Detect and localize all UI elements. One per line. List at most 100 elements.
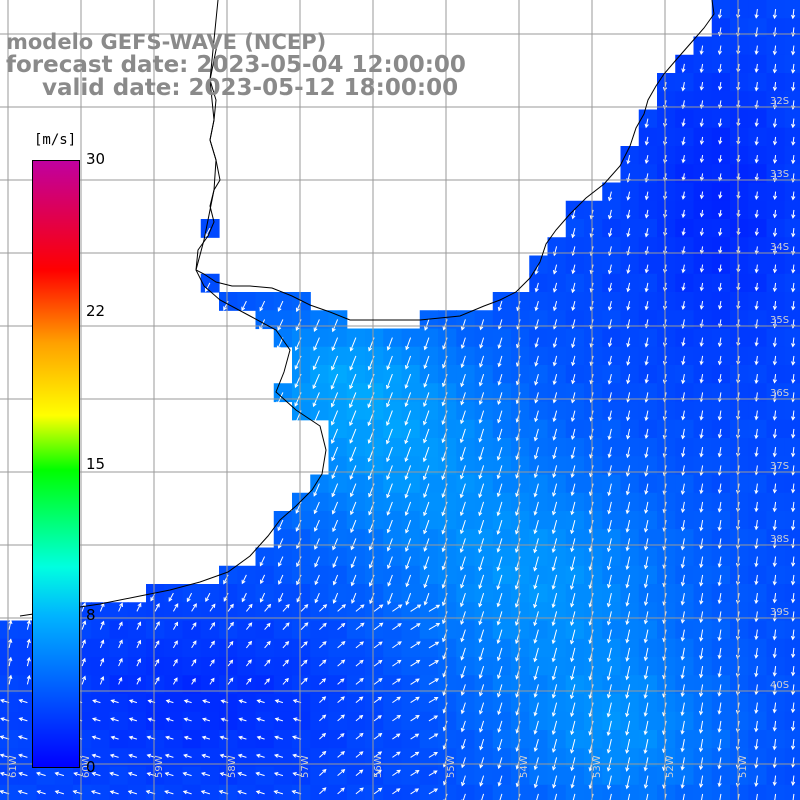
wind-arrow xyxy=(680,593,685,606)
wind-arrow xyxy=(392,714,402,722)
wind-arrow xyxy=(790,574,796,586)
wind-arrow xyxy=(681,118,686,127)
wind-arrow xyxy=(717,374,723,384)
wind-arrow xyxy=(754,155,759,164)
wind-arrow xyxy=(154,676,160,685)
wind-arrow xyxy=(699,593,704,605)
wind-arrow xyxy=(423,428,430,444)
wind-arrow xyxy=(332,556,339,568)
wind-arrow xyxy=(754,520,759,531)
wind-arrow xyxy=(109,790,119,795)
wind-arrow xyxy=(754,775,759,788)
wind-cell xyxy=(127,620,147,640)
wind-arrow xyxy=(644,264,649,274)
wind-arrow xyxy=(478,373,485,387)
wind-arrow xyxy=(552,282,558,293)
wind-arrow xyxy=(373,787,383,795)
wind-arrow xyxy=(165,699,174,704)
wind-arrow xyxy=(479,319,485,331)
wind-cell xyxy=(784,529,800,549)
wind-arrow xyxy=(331,501,339,515)
wind-arrow xyxy=(479,757,485,769)
wind-arrow xyxy=(717,520,722,532)
wind-arrow xyxy=(442,702,448,714)
wind-arrow xyxy=(274,699,284,704)
wind-arrow xyxy=(699,629,704,642)
wind-arrow xyxy=(791,45,796,56)
wind-arrow xyxy=(606,556,612,571)
wind-cell xyxy=(237,766,257,786)
wind-arrow xyxy=(99,676,105,685)
wind-arrow xyxy=(717,684,722,697)
wind-cell xyxy=(784,0,800,19)
wind-arrow xyxy=(772,264,778,274)
wind-arrow xyxy=(570,519,576,535)
wind-arrow xyxy=(331,337,339,352)
wind-arrow xyxy=(460,702,466,715)
wind-cell xyxy=(73,784,92,800)
wind-arrow xyxy=(699,520,704,532)
wind-cell xyxy=(219,620,238,640)
wind-cell xyxy=(784,547,800,567)
wind-arrow xyxy=(644,337,649,348)
wind-arrow xyxy=(552,264,558,275)
wind-cell xyxy=(456,784,476,800)
longitude-labels: 61W 60W 59W 58W 57W 56W 55W 54W 53W 52W 51W xyxy=(8,755,749,778)
wind-arrow xyxy=(772,684,777,696)
wind-arrow xyxy=(314,556,320,568)
wind-cell xyxy=(146,784,165,800)
longitude-label: 59W xyxy=(154,755,165,778)
wind-arrow xyxy=(552,775,558,789)
wind-cell xyxy=(511,784,530,800)
wind-arrow xyxy=(319,732,327,740)
wind-cell xyxy=(109,748,129,768)
wind-arrow xyxy=(644,446,649,459)
wind-cell xyxy=(200,711,220,731)
wind-cell xyxy=(784,438,800,457)
wind-arrow xyxy=(404,483,412,499)
wind-arrow xyxy=(496,629,503,645)
wind-cell xyxy=(0,657,19,676)
wind-arrow xyxy=(754,538,759,550)
wind-arrow xyxy=(699,483,704,495)
wind-arrow xyxy=(754,611,759,623)
legend-unit: [m/s] xyxy=(34,132,77,148)
wind-cell xyxy=(784,383,800,403)
wind-arrow xyxy=(644,538,649,551)
wind-arrow xyxy=(772,666,777,677)
wind-arrow xyxy=(313,519,320,532)
wind-arrow xyxy=(461,793,466,800)
wind-arrow xyxy=(186,592,193,603)
wind-arrow xyxy=(255,753,265,758)
wind-arrow xyxy=(680,501,686,514)
wind-arrow xyxy=(461,738,466,750)
wind-arrow xyxy=(349,373,357,390)
wind-arrow xyxy=(237,771,247,777)
wind-arrow xyxy=(791,374,796,384)
wind-arrow xyxy=(136,676,141,685)
wind-arrow xyxy=(626,410,631,422)
wind-cell xyxy=(602,784,622,800)
wind-arrow xyxy=(36,771,46,777)
wind-arrow xyxy=(404,355,412,370)
wind-arrow xyxy=(300,659,308,667)
wind-arrow xyxy=(533,775,539,789)
wind-arrow xyxy=(392,659,402,667)
wind-arrow xyxy=(255,790,265,795)
wind-arrow xyxy=(680,647,685,661)
wind-arrow xyxy=(534,337,539,348)
wind-cell xyxy=(219,730,238,749)
wind-arrow xyxy=(331,319,339,333)
wind-cell xyxy=(273,748,293,768)
wind-cell xyxy=(255,620,275,640)
wind-arrow xyxy=(772,428,777,439)
wind-cell xyxy=(109,711,129,731)
wind-cell xyxy=(748,784,768,800)
wind-arrow xyxy=(625,720,631,736)
wind-arrow xyxy=(643,665,649,680)
wind-arrow xyxy=(533,647,539,663)
wind-arrow xyxy=(772,355,777,366)
wind-arrow xyxy=(791,501,796,513)
wind-cell xyxy=(784,182,800,202)
wind-arrow xyxy=(643,738,649,755)
